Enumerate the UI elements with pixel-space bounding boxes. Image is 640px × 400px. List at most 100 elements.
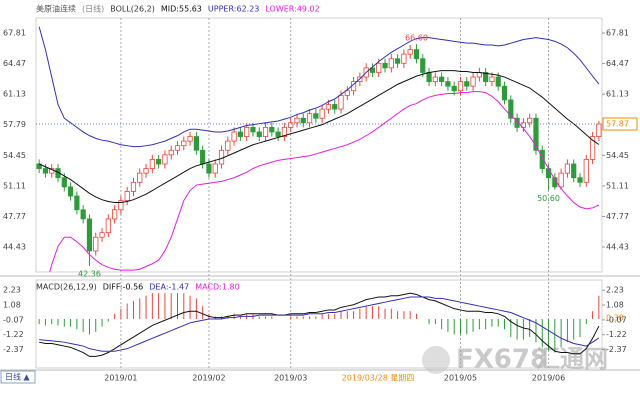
watermark-brand: FX678 <box>456 345 548 375</box>
candle-body <box>420 58 426 73</box>
candle-body <box>533 117 539 151</box>
band-line <box>49 91 600 272</box>
candle-body <box>369 67 376 73</box>
candle-body <box>413 49 420 60</box>
candle-body <box>174 145 181 151</box>
cursor-date: 2019/03/28 星期四 <box>342 374 415 383</box>
candle-body <box>156 159 162 165</box>
candle-body <box>388 58 394 69</box>
candle-body <box>200 149 206 165</box>
indicator-name: MACD(26,12,9) <box>36 283 97 292</box>
x-tick-label: 2019/02 <box>192 374 225 383</box>
candle-body <box>319 108 325 119</box>
candle-body <box>124 191 130 202</box>
y-tick-label-left: -2.37 <box>3 345 24 354</box>
candle-body <box>130 181 137 192</box>
indicator-name: BOLL(26,2) <box>110 5 155 14</box>
last-price-box <box>602 117 638 131</box>
candle-body <box>407 49 413 55</box>
x-tick-label: 2019/01 <box>104 374 137 383</box>
period-button-label[interactable]: 日线 ▲ <box>5 372 31 382</box>
y-tick-label-right: 44.43 <box>606 243 629 252</box>
candle-body <box>338 94 344 110</box>
candle-body <box>193 136 199 151</box>
candle-body <box>74 195 80 211</box>
macd-side-label: 0.38 <box>606 314 624 323</box>
legend-entry: MID:55.63 <box>161 5 202 14</box>
candle-body <box>168 149 174 156</box>
y-tick-label-right: -0.07 <box>606 315 627 324</box>
candle-body <box>577 177 583 183</box>
y-tick-label-right: 1.08 <box>606 301 624 310</box>
candle-body <box>545 168 552 179</box>
y-tick-label-left: 2.23 <box>3 286 21 295</box>
y-tick-label-right: 47.77 <box>606 212 629 221</box>
candle-body <box>332 104 338 110</box>
candle-body <box>143 168 149 174</box>
candle-body <box>300 117 306 124</box>
candle-body <box>558 172 564 188</box>
candle-body <box>508 99 514 119</box>
candle-body <box>93 236 99 252</box>
y-tick-label-left: 44.43 <box>3 243 26 252</box>
y-tick-label-left: -1.22 <box>3 330 24 339</box>
y-tick-label-left: 64.47 <box>3 59 26 68</box>
candle-body <box>583 159 589 183</box>
candle-body <box>589 136 596 160</box>
candle-body <box>225 140 231 151</box>
y-tick-label-right: 54.45 <box>606 151 629 160</box>
y-tick-label-right: 67.81 <box>606 29 629 38</box>
watermark: FX678 汇通网 <box>422 345 608 375</box>
candle-body <box>99 232 105 238</box>
x-tick-label: 2019/06 <box>532 374 565 383</box>
macd-line <box>39 296 600 352</box>
legend-entry: MACD:1.80 <box>195 283 240 292</box>
chart-title: 美原油连续 <box>36 4 76 14</box>
y-tick-label-left: -0.07 <box>3 315 24 324</box>
candle-body <box>596 123 602 137</box>
macd-pane <box>35 279 603 369</box>
candle-body <box>262 126 269 137</box>
candle-body <box>244 126 250 137</box>
y-tick-label-left: 1.08 <box>3 301 21 310</box>
candle-body <box>149 159 155 169</box>
candle-body <box>464 81 470 87</box>
candle-body <box>395 58 401 64</box>
period-button[interactable] <box>0 370 36 384</box>
candle-body <box>61 177 67 188</box>
candle-body <box>432 76 438 83</box>
candle-body <box>489 76 495 83</box>
candle-body <box>288 122 294 128</box>
candle-body <box>206 163 212 174</box>
band-line <box>38 26 600 148</box>
candle-body <box>42 168 49 174</box>
candle-body <box>527 117 533 124</box>
candle-body <box>426 72 432 83</box>
x-tick-label: 2019/05 <box>444 374 477 383</box>
candle-body <box>237 131 243 137</box>
candle-body <box>306 113 313 124</box>
price-pane <box>35 17 603 273</box>
candle-body <box>401 53 407 64</box>
candle-body <box>162 154 168 165</box>
candle-body <box>118 200 124 211</box>
candle-body <box>451 85 457 92</box>
candle-body <box>382 62 388 69</box>
legend-entry: DEA:-1.47 <box>149 283 189 292</box>
candle-body <box>294 117 300 124</box>
candle-body <box>105 218 111 234</box>
y-tick-label-left: 67.81 <box>3 29 26 38</box>
candles <box>36 44 602 266</box>
candle-body <box>187 136 193 142</box>
candle-body <box>344 90 350 96</box>
y-tick-label-right: 2.23 <box>606 286 624 295</box>
candle-body <box>376 62 382 73</box>
candle-body <box>212 163 218 174</box>
y-tick-label-left: 57.79 <box>3 120 26 129</box>
candle-body <box>80 209 86 220</box>
candle-body <box>470 76 476 87</box>
candle-body <box>112 209 118 220</box>
candle-body <box>218 149 225 165</box>
candle-body <box>67 186 74 197</box>
y-tick-label-right: -1.22 <box>606 330 627 339</box>
